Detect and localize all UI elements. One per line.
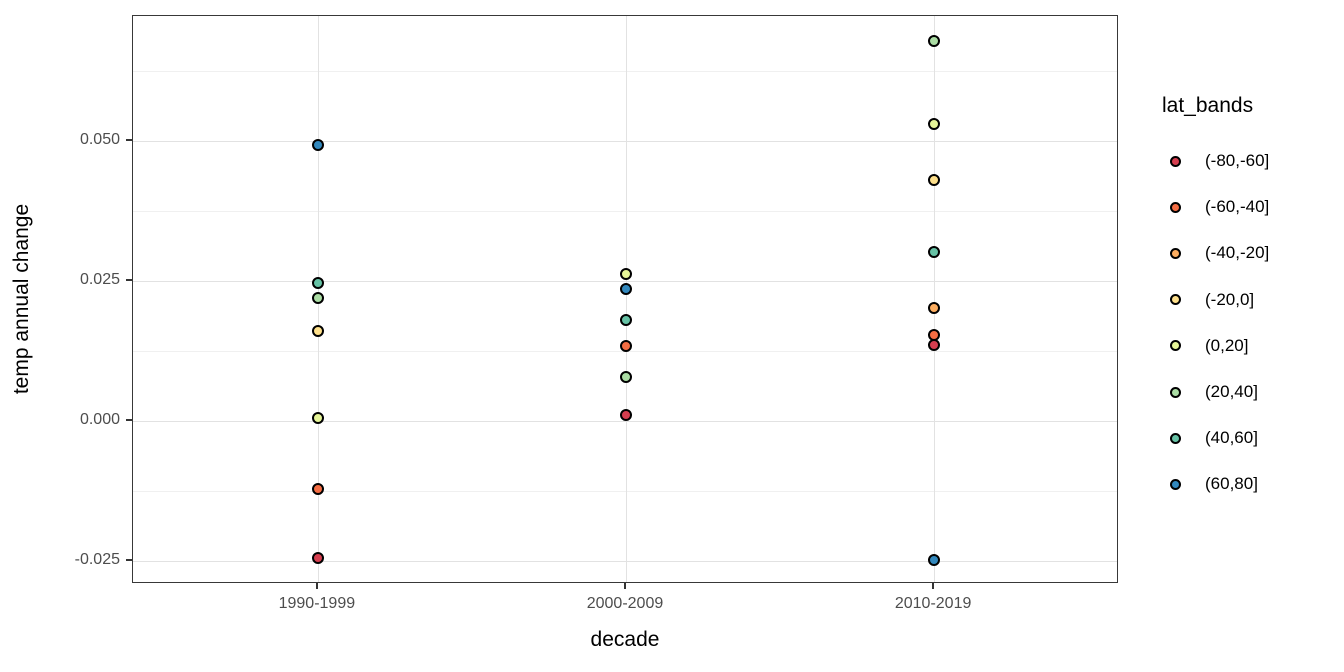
data-point	[620, 340, 632, 353]
data-point	[928, 554, 941, 567]
legend-key-dot	[1170, 247, 1181, 259]
y-axis-title: temp annual change	[10, 203, 33, 395]
data-point	[311, 292, 324, 305]
gridline-major	[133, 561, 1117, 563]
x-tick-mark	[315, 583, 318, 589]
legend-item: (20,40]	[1170, 380, 1258, 404]
legend-title: lat_bands	[1162, 94, 1254, 117]
gridline-minor	[133, 70, 1117, 72]
data-point	[928, 329, 941, 342]
legend-key-dot	[1170, 432, 1181, 444]
legend-item-label: (20,40]	[1205, 382, 1258, 401]
legend-item: (-60,-40]	[1170, 195, 1269, 219]
legend-key-dot	[1170, 201, 1181, 213]
data-point	[928, 118, 941, 131]
gridline-minor	[133, 491, 1117, 492]
y-tick-label: -0.025	[74, 551, 120, 569]
legend-item: (-40,-20]	[1170, 241, 1269, 265]
legend-item-label: (-80,-60]	[1205, 151, 1270, 170]
x-tick-label: 2010-2019	[894, 595, 972, 612]
data-point	[620, 314, 632, 327]
legend-item-label: (60,80]	[1205, 474, 1258, 494]
legend-item-label: (-40,-20]	[1205, 243, 1270, 263]
data-point	[928, 174, 941, 187]
legend-item: (40,60]	[1170, 426, 1258, 450]
y-tick-mark	[126, 278, 132, 281]
data-point	[928, 34, 941, 47]
legend-item-label: (40,60]	[1205, 428, 1258, 448]
y-tick-label: 0.050	[79, 130, 120, 148]
data-point	[620, 408, 632, 421]
plot-panel	[132, 15, 1118, 583]
legend-item-label: (-20,0]	[1205, 289, 1255, 309]
gridline-minor	[133, 210, 1117, 212]
legend-item-label: (-60,-40]	[1205, 197, 1270, 217]
data-point	[311, 552, 324, 565]
y-tick-mark	[126, 138, 132, 141]
legend-item: (-80,-60]	[1170, 149, 1269, 173]
gridline-major	[133, 140, 1117, 142]
data-point	[311, 411, 324, 424]
gridline-vertical	[626, 16, 627, 582]
x-tick-label: 2000-2009	[586, 595, 664, 612]
data-point	[928, 246, 941, 259]
legend-key-dot	[1170, 340, 1181, 352]
x-tick-label: 1990-1999	[278, 595, 356, 612]
legend-item-label: (0,20]	[1205, 335, 1249, 355]
data-point	[620, 370, 632, 383]
legend-key-dot	[1170, 386, 1181, 398]
legend: lat_bands (-80,-60] (-60,-40] (-40,-20] (-2…	[1162, 0, 1342, 672]
x-tick-mark	[624, 583, 626, 589]
legend-item: (-20,0]	[1170, 288, 1254, 312]
x-tick-mark	[932, 583, 935, 589]
data-point	[311, 277, 324, 290]
legend-key-dot	[1170, 478, 1181, 490]
data-point	[311, 138, 324, 151]
data-point	[620, 267, 632, 280]
data-point	[928, 302, 941, 315]
y-tick-mark	[126, 418, 132, 421]
y-tick-label: 0.025	[79, 270, 120, 288]
legend-key-dot	[1170, 155, 1181, 167]
data-point	[311, 483, 324, 496]
y-tick-mark	[126, 559, 132, 562]
legend-item: (0,20]	[1170, 334, 1248, 358]
gridline-major	[133, 420, 1117, 422]
gridline-vertical	[934, 16, 936, 582]
data-point	[311, 324, 324, 337]
data-point	[620, 283, 632, 296]
legend-item: (60,80]	[1170, 472, 1258, 496]
gridline-major	[133, 280, 1117, 282]
x-axis-title: decade	[590, 628, 660, 651]
y-tick-label: 0.000	[79, 410, 120, 428]
legend-key-dot	[1170, 294, 1181, 306]
